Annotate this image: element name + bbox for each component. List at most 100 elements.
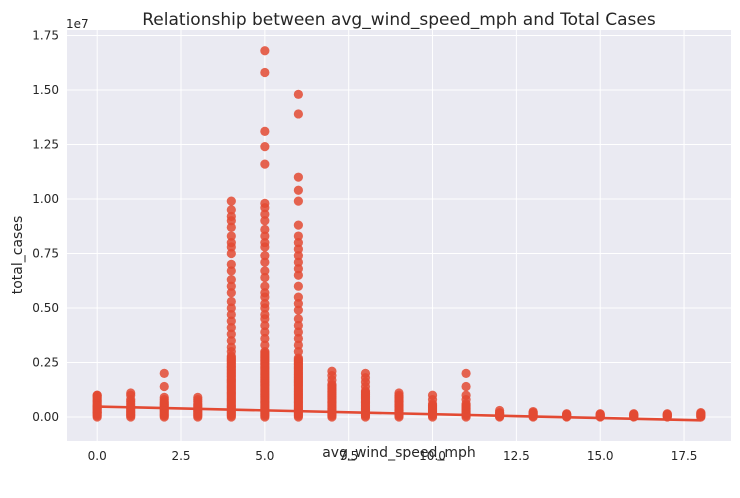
- data-point: [226, 242, 236, 252]
- data-point: [260, 67, 270, 78]
- data-point: [327, 375, 337, 385]
- data-point: [293, 257, 303, 267]
- data-point: [293, 244, 303, 254]
- data-point: [226, 288, 236, 298]
- data-point: [226, 222, 236, 232]
- y-tick-label: 0.00: [32, 410, 59, 424]
- data-point: [260, 257, 270, 267]
- data-point: [226, 303, 236, 313]
- data-point: [293, 89, 303, 99]
- data-point: [293, 320, 303, 331]
- y-tick-label: 1.50: [32, 83, 59, 97]
- data-point: [226, 216, 236, 226]
- data-point: [226, 296, 236, 307]
- data-point: [293, 264, 303, 274]
- data-point: [595, 409, 605, 419]
- data-point: [293, 231, 303, 241]
- data-point: [293, 299, 303, 309]
- data-point: [226, 347, 236, 357]
- data-point: [260, 224, 270, 235]
- data-point: [260, 216, 270, 226]
- data-point: [226, 336, 236, 346]
- data-point: [226, 329, 236, 339]
- data-point: [159, 394, 169, 405]
- x-tick-label: 7.5: [339, 449, 358, 463]
- chart-title: Relationship between avg_wind_speed_mph …: [142, 10, 656, 30]
- data-point: [293, 270, 303, 280]
- data-point: [662, 409, 672, 419]
- data-point: [293, 251, 303, 261]
- data-point: [260, 242, 270, 252]
- data-point: [260, 320, 270, 331]
- data-point: [159, 381, 169, 392]
- data-point: [293, 305, 303, 315]
- y-axis-label: total_cases: [10, 216, 26, 295]
- data-point: [293, 237, 303, 248]
- x-tick-label: 17.5: [671, 449, 698, 463]
- data-point: [260, 209, 270, 219]
- data-point: [293, 281, 303, 291]
- data-point: [293, 185, 303, 195]
- data-point: [293, 292, 303, 302]
- regression-line: [97, 405, 701, 422]
- grid: [67, 30, 731, 441]
- data-point: [226, 281, 236, 291]
- data-point: [293, 172, 303, 182]
- data-point: [293, 333, 303, 344]
- x-tick-label: 0.0: [88, 449, 107, 463]
- data-point: [293, 196, 303, 206]
- data-point: [260, 340, 270, 350]
- y-tick-label: 1.00: [32, 192, 59, 206]
- data-point: [394, 388, 404, 398]
- x-tick-label: 2.5: [171, 449, 190, 463]
- data-point: [226, 266, 236, 276]
- data-point: [226, 316, 236, 326]
- data-point: [260, 303, 270, 313]
- data-point: [226, 275, 236, 285]
- data-point: [226, 309, 236, 320]
- data-point: [260, 251, 270, 261]
- x-tick-label: 12.5: [503, 449, 530, 463]
- data-point: [260, 281, 270, 291]
- data-point: [226, 196, 236, 206]
- data-point: [629, 409, 639, 419]
- data-point: [92, 408, 102, 418]
- data-point: [260, 347, 270, 357]
- data-point: [226, 231, 236, 241]
- data-point: [226, 323, 236, 333]
- data-point: [260, 314, 270, 324]
- data-point: [260, 292, 270, 302]
- data-point: [226, 248, 236, 259]
- data-point: [360, 381, 371, 392]
- data-point: [193, 397, 203, 407]
- data-point: [226, 205, 236, 215]
- x-tick-label: 15.0: [587, 449, 614, 463]
- y-tick-label: 0.75: [32, 246, 59, 260]
- data-point: [293, 327, 303, 337]
- data-point: [293, 109, 303, 119]
- data-point: [260, 46, 270, 56]
- data-point: [159, 368, 169, 379]
- data-point: [293, 347, 303, 357]
- y-axis-ticks: 0.00 0.25 0.50 0.75 1.00 1.25 1.50 1.75: [32, 28, 59, 424]
- data-point: [293, 353, 303, 363]
- x-tick-label: 10.0: [419, 449, 446, 463]
- data-point: [528, 406, 538, 417]
- data-point: [293, 220, 303, 230]
- data-point: [461, 381, 471, 392]
- data-point: [260, 327, 270, 337]
- data-point: [260, 231, 270, 241]
- y-offset-label: 1e7: [66, 17, 89, 31]
- data-point: [293, 314, 303, 324]
- data-point: [260, 272, 270, 283]
- data-point: [260, 142, 270, 152]
- y-tick-label: 0.25: [32, 356, 59, 370]
- y-tick-label: 1.75: [32, 28, 59, 42]
- x-axis-label: avg_wind_speed_mph: [322, 445, 476, 461]
- data-point: [293, 340, 303, 350]
- data-point: [260, 333, 270, 344]
- y-tick-label: 0.50: [32, 301, 59, 315]
- data-point: [260, 159, 270, 169]
- data-point: [461, 394, 471, 405]
